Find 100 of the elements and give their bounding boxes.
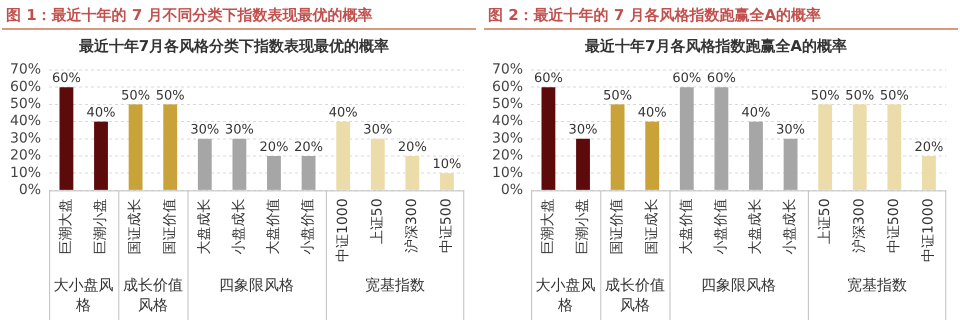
x-tick-label: 国证价值 <box>162 198 178 254</box>
x-tick-label: 小盘价值 <box>713 198 730 254</box>
y-tick-label: 60% <box>492 78 524 95</box>
bar <box>922 156 936 190</box>
x-tick-label: 国证成长 <box>127 198 144 254</box>
chart-title: 图 1：最近十年的 7 月不同分类下指数表现最优的概率 <box>2 2 476 30</box>
x-tick-label: 国证价值 <box>609 198 626 254</box>
data-label: 60% <box>52 71 81 86</box>
data-label: 30% <box>190 122 220 138</box>
data-label: 50% <box>810 88 840 104</box>
bar <box>163 104 178 190</box>
chart-subtitle: 最近十年7月各风格指数跑赢全A的概率 <box>584 36 848 55</box>
x-tick-label: 巨潮小盘 <box>92 198 109 254</box>
y-tick-label: 30% <box>492 130 524 146</box>
x-tick-label: 国证成长 <box>644 198 660 254</box>
data-label: 20% <box>914 140 944 155</box>
bar <box>680 87 694 190</box>
bar <box>645 122 660 190</box>
x-tick-label: 大盘成长 <box>196 198 212 254</box>
bar <box>336 122 350 190</box>
y-tick-label: 10% <box>492 164 524 181</box>
bar <box>749 122 763 190</box>
x-tick-label: 上证50 <box>816 198 833 244</box>
x-tick-label: 中证1000 <box>920 198 937 262</box>
y-tick-label: 70% <box>492 62 524 78</box>
bar <box>714 87 728 190</box>
data-label: 40% <box>328 105 358 120</box>
text: 宽基指数 <box>365 276 426 294</box>
x-tick-label: 小盘价值 <box>300 198 316 254</box>
data-label: 50% <box>603 88 632 104</box>
chart-subtitle: 最近十年7月各风格分类下指数表现最优的概率 <box>78 36 390 55</box>
x-tick-label: 沪深300 <box>404 198 420 254</box>
text: 四象限风格 <box>219 276 294 294</box>
text: 大小盘风格 <box>54 276 114 314</box>
data-label: 20% <box>294 140 324 155</box>
y-tick-label: 0% <box>500 182 524 198</box>
data-label: 10% <box>432 157 462 172</box>
bar <box>818 104 832 190</box>
data-label: 40% <box>742 105 770 120</box>
x-tick-label: 中证500 <box>438 198 455 254</box>
bar <box>267 156 281 190</box>
y-tick-label: 70% <box>10 62 42 78</box>
bar <box>198 138 212 190</box>
data-label: 60% <box>672 71 702 86</box>
bar <box>59 87 74 190</box>
data-label: 30% <box>568 122 598 138</box>
x-tick-label: 上证50 <box>369 198 386 244</box>
x-tick-label: 大盘价值 <box>678 198 694 254</box>
text: 大小盘风格 <box>536 276 596 314</box>
x-tick-label: 小盘成长 <box>782 198 798 254</box>
text: 成长价值风格 <box>604 276 665 314</box>
x-tick-label: 小盘成长 <box>231 198 248 254</box>
x-tick-label: 中证500 <box>886 198 902 254</box>
data-label: 30% <box>363 122 392 138</box>
bar <box>887 104 902 190</box>
y-tick-label: 40% <box>10 113 42 130</box>
chart-title: 图 2：最近十年的 7 月各风格指数跑赢全A的概率 <box>484 2 958 30</box>
bar <box>852 104 867 190</box>
text: 四象限风格 <box>701 276 776 294</box>
data-label: 60% <box>706 71 736 86</box>
y-tick-label: 20% <box>10 148 42 164</box>
data-label: 20% <box>260 140 288 155</box>
y-tick-label: 10% <box>10 164 42 181</box>
data-label: 50% <box>845 88 874 104</box>
y-tick-label: 60% <box>10 78 42 95</box>
x-tick-label: 大盘成长 <box>748 198 764 254</box>
x-tick-label: 沪深300 <box>851 198 868 254</box>
bar <box>370 138 385 190</box>
data-label: 50% <box>880 88 909 104</box>
data-label: 40% <box>638 105 667 120</box>
bar <box>440 173 454 190</box>
bar <box>610 104 625 190</box>
bar <box>302 156 316 190</box>
data-label: 20% <box>398 140 427 155</box>
bar <box>128 104 143 190</box>
bar <box>541 87 556 190</box>
y-tick-label: 30% <box>10 130 42 146</box>
x-tick-label: 中证1000 <box>334 198 351 262</box>
bar <box>784 138 798 190</box>
data-label: 30% <box>224 122 254 138</box>
x-tick-label: 大盘价值 <box>266 198 282 254</box>
data-label: 40% <box>86 105 116 120</box>
data-label: 50% <box>121 88 150 104</box>
y-tick-label: 20% <box>492 148 524 164</box>
y-tick-label: 50% <box>10 96 42 112</box>
data-label: 60% <box>534 71 563 86</box>
bar <box>94 122 108 190</box>
data-label: 30% <box>776 122 806 138</box>
x-tick-label: 巨潮大盘 <box>540 198 556 254</box>
data-label: 50% <box>156 88 185 104</box>
bar <box>232 138 246 190</box>
bar <box>405 156 420 190</box>
x-tick-label: 巨潮大盘 <box>58 198 74 254</box>
bar <box>576 138 590 190</box>
text: 成长价值风格 <box>122 276 183 314</box>
y-tick-label: 0% <box>18 182 42 198</box>
x-tick-label: 巨潮小盘 <box>574 198 591 254</box>
text: 宽基指数 <box>847 276 908 294</box>
y-tick-label: 50% <box>492 96 524 112</box>
y-tick-label: 40% <box>492 113 524 130</box>
